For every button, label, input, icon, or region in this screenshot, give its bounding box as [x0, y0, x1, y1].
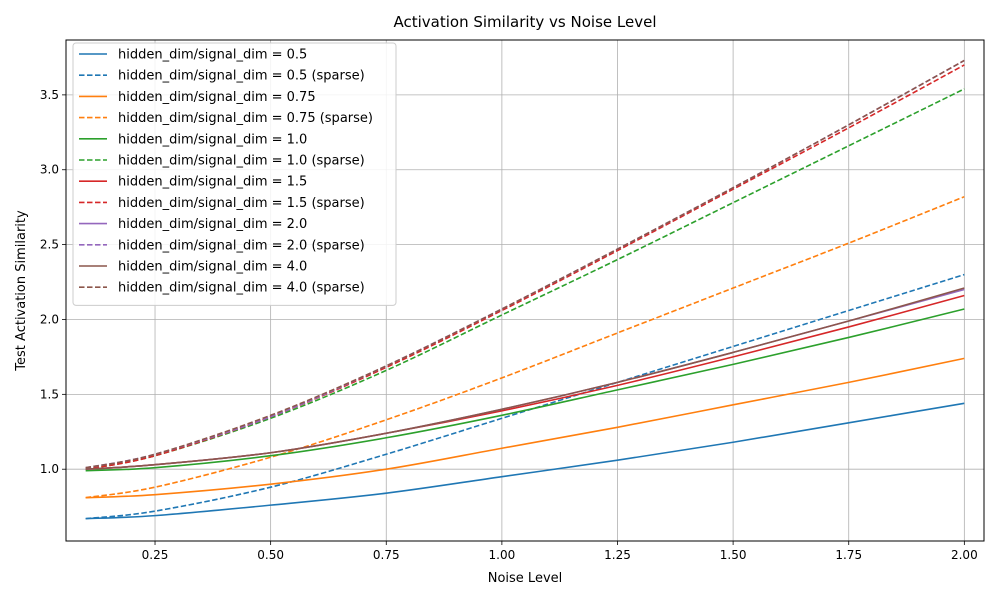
- series-lines: [85, 59, 965, 520]
- x-tick-label: 0.50: [257, 548, 284, 562]
- legend-label: hidden_dim/signal_dim = 0.5 (sparse): [118, 69, 365, 84]
- series-line-11: [85, 287, 965, 471]
- y-axis-label: Test Activation Similarity: [14, 210, 29, 372]
- legend-label: hidden_dim/signal_dim = 1.5 (sparse): [118, 196, 365, 211]
- y-tick-label: 3.5: [40, 88, 59, 102]
- chart-title: Activation Similarity vs Noise Level: [394, 13, 657, 31]
- legend-box: [72, 42, 397, 306]
- legend-label: hidden_dim/signal_dim = 1.0: [118, 132, 307, 147]
- y-tick-label: 1.0: [40, 462, 59, 476]
- series-line-3: [85, 357, 965, 499]
- legend-label: hidden_dim/signal_dim = 4.0: [118, 260, 307, 275]
- legend-label: hidden_dim/signal_dim = 1.5: [118, 175, 307, 190]
- legend-label: hidden_dim/signal_dim = 0.75: [118, 90, 316, 105]
- x-tick-label: 0.75: [373, 548, 400, 562]
- series-line-4: [85, 195, 965, 499]
- x-tick-label: 0.25: [142, 548, 169, 562]
- legend: hidden_dim/signal_dim = 0.5 hidden_dim/si…: [72, 42, 397, 306]
- y-tick-label: 3.0: [40, 163, 59, 177]
- axis-ticks: 0.25 0.50 0.75 1.00 1.25 1.50 1.75 2.00 1.0 1.5 2.…: [40, 88, 978, 562]
- legend-label: hidden_dim/signal_dim = 0.5: [118, 48, 307, 63]
- series-line-12: [85, 59, 965, 469]
- legend-label: hidden_dim/signal_dim = 4.0 (sparse): [118, 281, 365, 296]
- y-tick-label: 2.5: [40, 238, 59, 252]
- series-line-2: [85, 273, 965, 520]
- y-tick-label: 2.0: [40, 312, 59, 326]
- x-tick-label: 2.00: [951, 548, 978, 562]
- legend-label: hidden_dim/signal_dim = 0.75 (sparse): [118, 111, 373, 126]
- legend-label: hidden_dim/signal_dim = 2.0 (sparse): [118, 238, 365, 253]
- x-tick-label: 1.75: [835, 548, 862, 562]
- y-tick-label: 1.5: [40, 387, 59, 401]
- series-line-5: [85, 308, 965, 472]
- x-tick-label: 1.00: [489, 548, 516, 562]
- legend-label: hidden_dim/signal_dim = 1.0 (sparse): [118, 154, 365, 169]
- x-tick-label: 1.25: [604, 548, 631, 562]
- x-tick-label: 1.50: [720, 548, 747, 562]
- series-line-1: [85, 402, 965, 520]
- legend-label: hidden_dim/signal_dim = 2.0: [118, 217, 307, 232]
- plot-frame: [65, 39, 985, 542]
- x-axis-label: Noise Level: [488, 571, 563, 586]
